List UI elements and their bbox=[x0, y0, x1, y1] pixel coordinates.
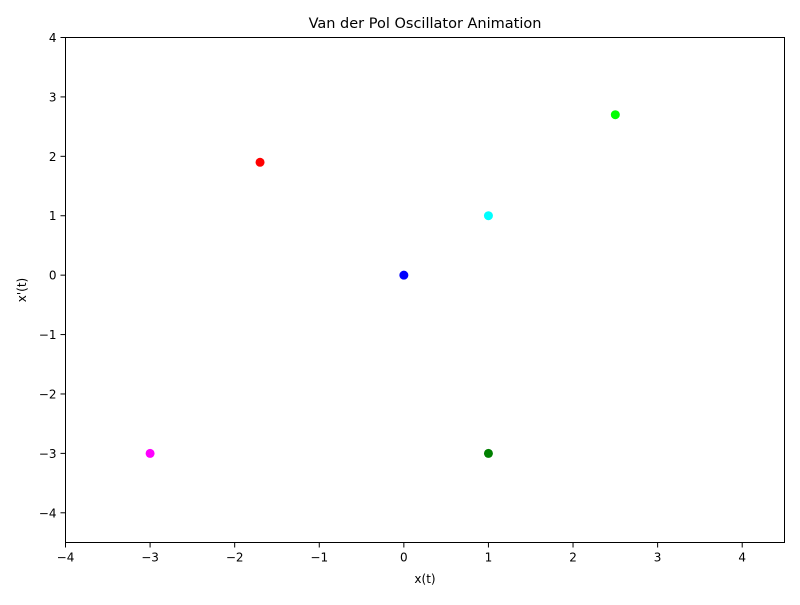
x-tick-label: −3 bbox=[141, 551, 159, 565]
x-tick-label: 1 bbox=[485, 551, 493, 565]
y-tick-label: −2 bbox=[39, 387, 57, 401]
data-point bbox=[483, 448, 493, 458]
data-point bbox=[255, 157, 265, 167]
x-tick-label: −1 bbox=[310, 551, 328, 565]
data-point bbox=[399, 270, 409, 280]
y-tick-label: −1 bbox=[39, 328, 57, 342]
y-tick-label: −3 bbox=[39, 447, 57, 461]
plot-frame bbox=[65, 37, 785, 543]
x-tick-label: 2 bbox=[569, 551, 577, 565]
y-tick-label: 1 bbox=[49, 209, 57, 223]
x-tick-label: 0 bbox=[400, 551, 408, 565]
x-tick-label: 3 bbox=[654, 551, 662, 565]
x-tick-label: −4 bbox=[57, 551, 75, 565]
y-tick-label: 4 bbox=[49, 31, 57, 45]
scatter-points bbox=[145, 110, 620, 458]
data-point bbox=[483, 211, 493, 221]
x-tick-label: 4 bbox=[738, 551, 746, 565]
data-point bbox=[145, 448, 155, 458]
y-axis-ticks: −4 −3 −2 −1 0 1 2 3 4 bbox=[39, 31, 66, 520]
x-tick-label: −2 bbox=[226, 551, 244, 565]
x-axis-ticks: −4 −3 −2 −1 0 1 2 3 4 bbox=[57, 542, 746, 565]
y-tick-label: 3 bbox=[49, 90, 57, 104]
y-tick-label: −4 bbox=[39, 506, 57, 520]
y-axis-label: x'(t) bbox=[15, 278, 29, 302]
y-tick-label: 2 bbox=[49, 150, 57, 164]
y-tick-label: 0 bbox=[49, 269, 57, 283]
data-point bbox=[610, 110, 620, 120]
x-axis-label: x(t) bbox=[414, 572, 435, 586]
chart-title: Van der Pol Oscillator Animation bbox=[309, 16, 542, 32]
